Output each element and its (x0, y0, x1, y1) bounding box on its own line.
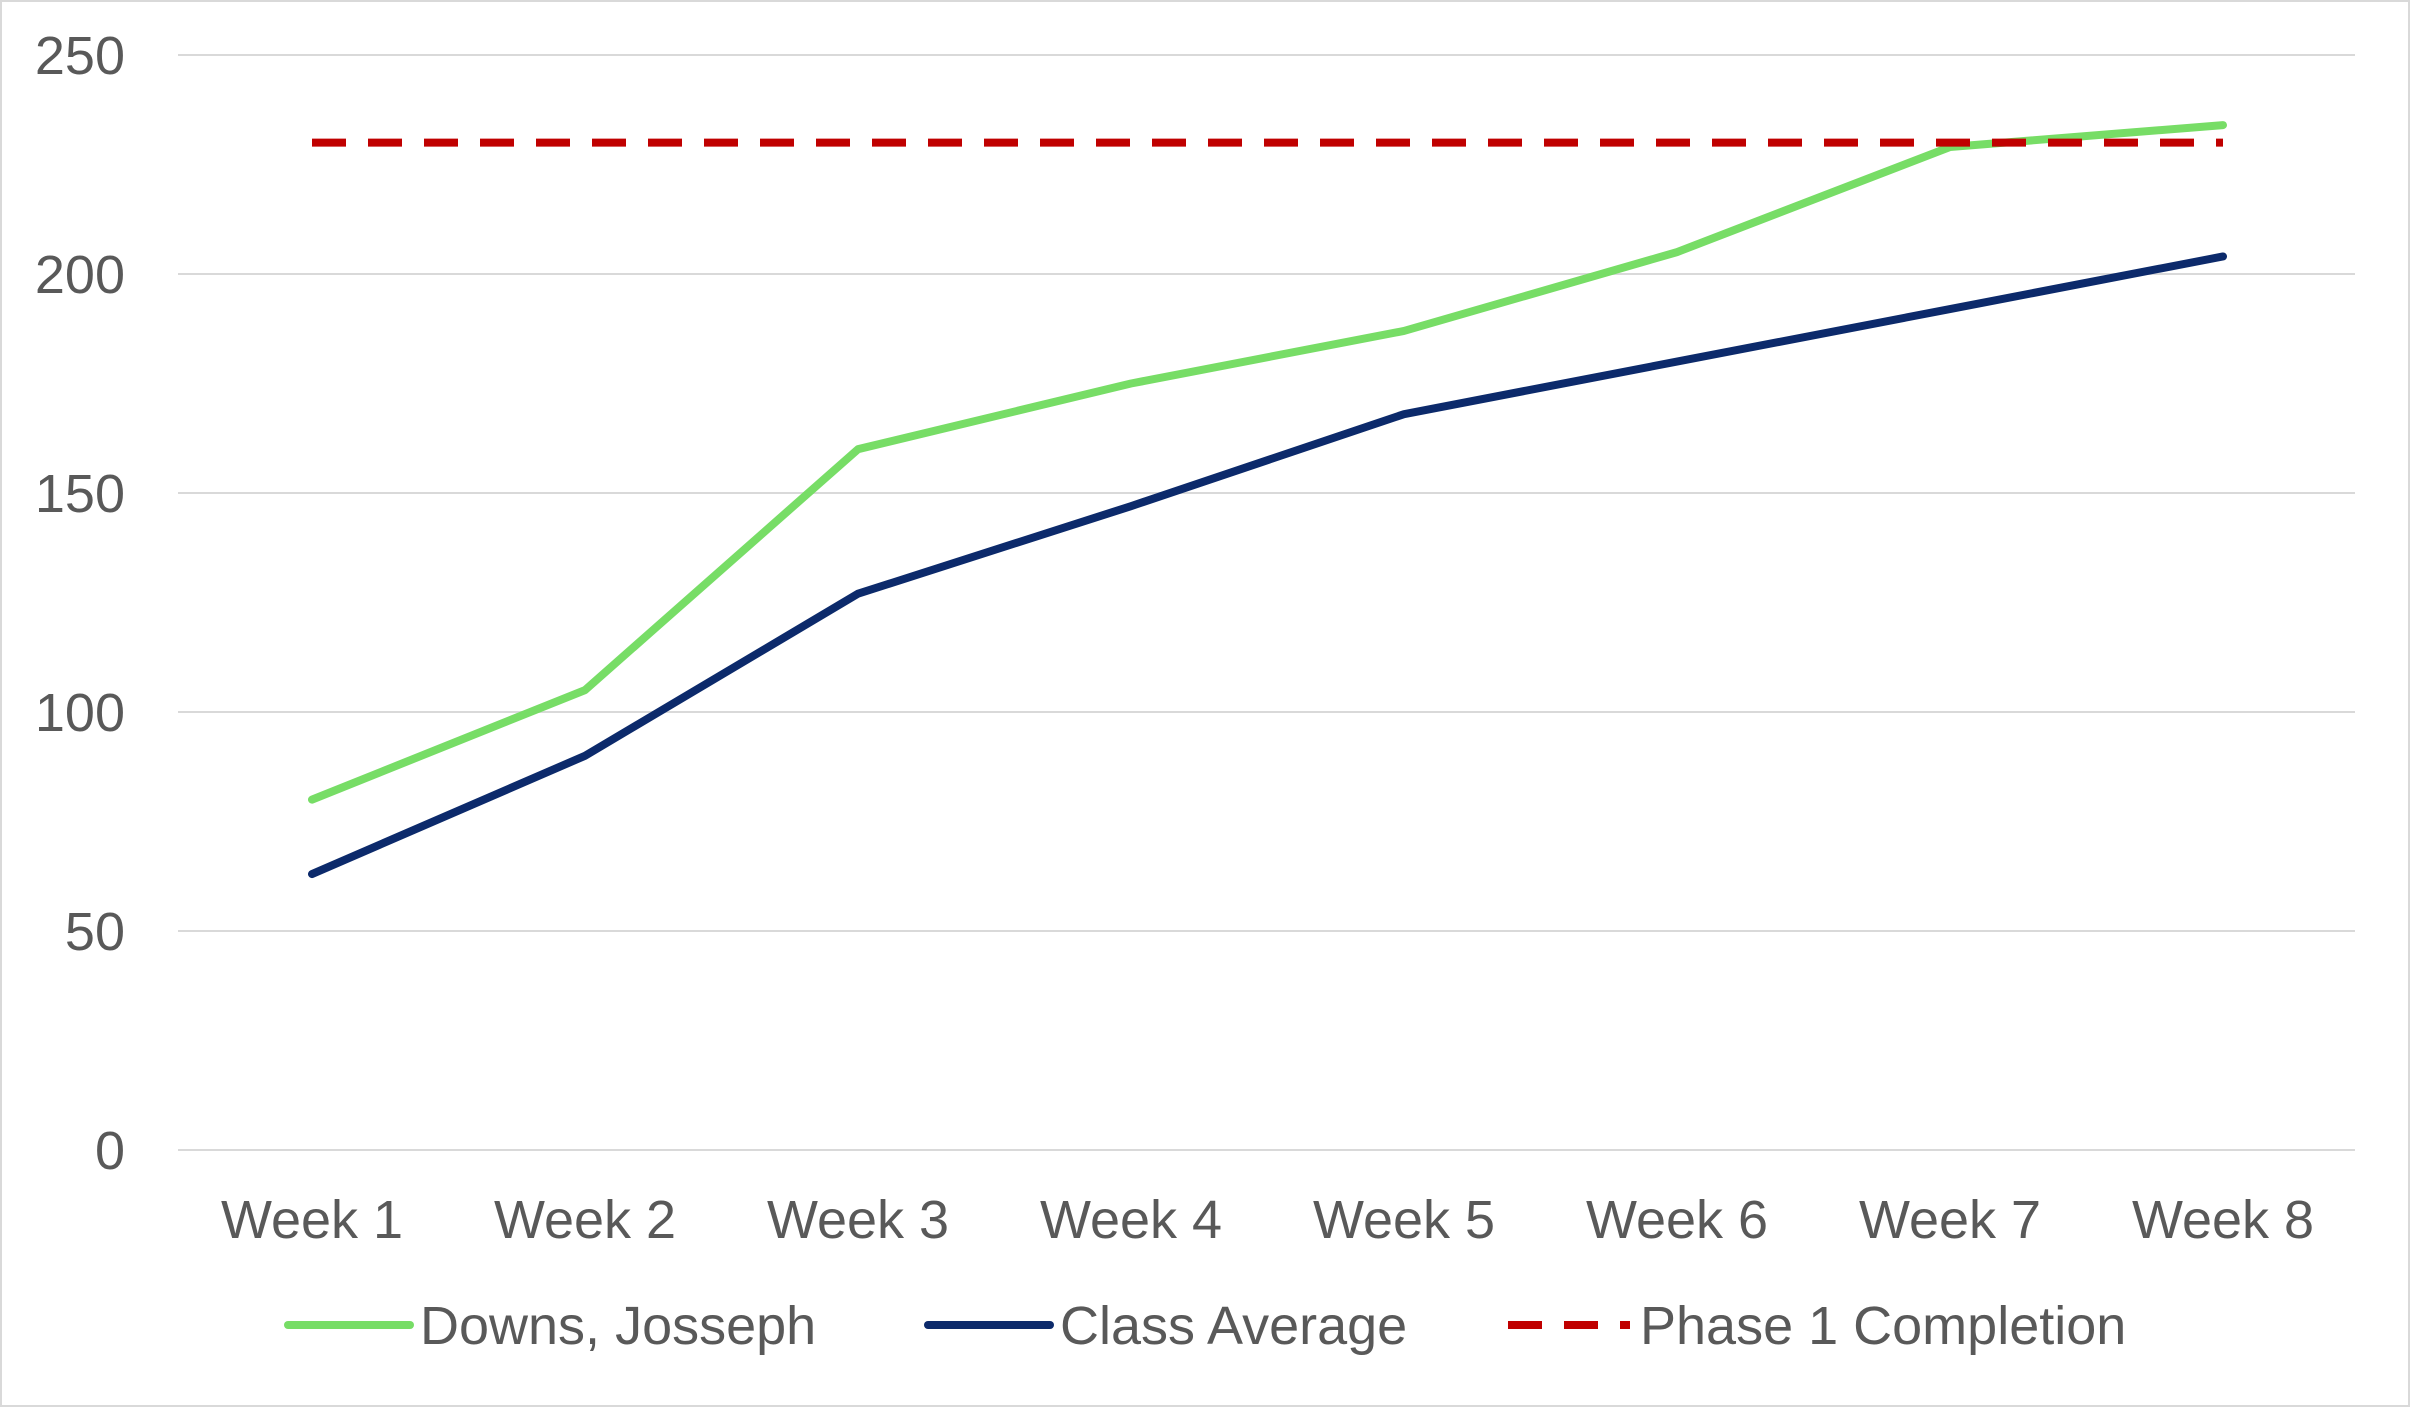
y-tick-label-200: 200 (35, 245, 125, 305)
series-line-1 (308, 121, 2227, 804)
x-tick-label-3: Week 3 (767, 1190, 949, 1250)
y-tick-label-50: 50 (65, 902, 125, 962)
legend-label-2: Class Average (1060, 1296, 1407, 1356)
y-axis-tick-labels: 0 50 100 150 200 250 (35, 26, 125, 1181)
legend: Downs, Josseph Class Average Phase 1 Compl… (284, 1296, 2126, 1356)
x-tick-label-2: Week 2 (494, 1190, 676, 1250)
legend-label-1: Downs, Josseph (420, 1296, 816, 1356)
gridlines (178, 54, 2355, 1151)
x-tick-label-1: Week 1 (221, 1190, 403, 1250)
x-tick-label-8: Week 8 (2132, 1190, 2314, 1250)
x-axis-tick-labels: Week 1 Week 2 Week 3 Week 4 Week 5 Week 6 Week… (221, 1190, 2314, 1250)
legend-label-3: Phase 1 Completion (1640, 1296, 2126, 1356)
y-tick-label-250: 250 (35, 26, 125, 86)
series-line-2 (308, 252, 2227, 879)
series-lines (308, 121, 2227, 879)
x-tick-label-6: Week 6 (1586, 1190, 1768, 1250)
y-tick-label-100: 100 (35, 683, 125, 743)
y-tick-label-0: 0 (95, 1121, 125, 1181)
x-tick-label-4: Week 4 (1040, 1190, 1222, 1250)
y-tick-label-150: 150 (35, 464, 125, 524)
x-tick-label-5: Week 5 (1313, 1190, 1495, 1250)
x-tick-label-7: Week 7 (1859, 1190, 2041, 1250)
